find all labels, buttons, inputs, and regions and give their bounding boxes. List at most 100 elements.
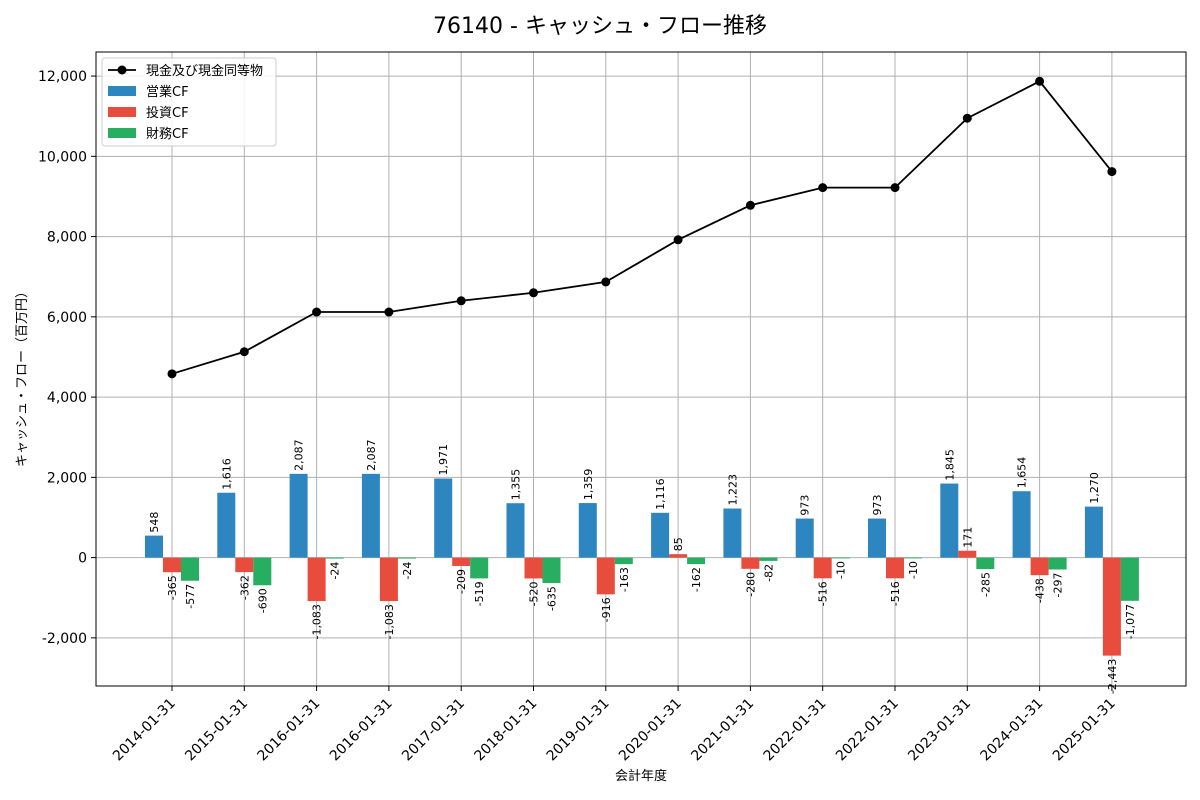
- bar-財務CF: [1120, 557, 1139, 601]
- line-point: [239, 347, 249, 357]
- bar-営業CF: [723, 508, 742, 558]
- x-tick-label: 2017-01-31: [399, 696, 468, 765]
- x-tick-label: 2015-01-31: [182, 696, 251, 765]
- data-label: -516: [889, 581, 902, 606]
- bar-投資CF: [1030, 557, 1049, 576]
- data-label: 973: [871, 495, 884, 516]
- data-label: 548: [148, 512, 161, 533]
- legend-bar-swatch: [108, 86, 136, 96]
- data-label: -1,083: [311, 604, 324, 639]
- bar-営業CF: [651, 512, 670, 558]
- x-tick-label: 2021-01-31: [688, 696, 757, 765]
- data-label: -690: [256, 588, 269, 613]
- y-axis: -2,000 0 2,000 4,000 6,000 8,000 10,000 12,000: [38, 69, 96, 647]
- data-label: 171: [961, 527, 974, 548]
- data-label: -1,083: [383, 604, 396, 639]
- legend-box: [101, 57, 277, 147]
- data-label: -297: [1052, 573, 1065, 598]
- line-point: [890, 183, 900, 193]
- bar-財務CF: [253, 557, 272, 586]
- x-tick-label: 2022-01-31: [833, 696, 902, 765]
- x-tick-label: 2023-01-31: [905, 696, 974, 765]
- bar-投資CF: [379, 557, 398, 602]
- data-label: -24: [329, 562, 342, 580]
- x-tick-label: 2014-01-31: [110, 696, 179, 765]
- data-label: -520: [528, 581, 541, 606]
- bar-営業CF: [361, 473, 380, 558]
- y-tick-label: 4,000: [47, 390, 87, 406]
- bar-投資CF: [235, 557, 254, 573]
- data-label: 1,654: [1016, 457, 1029, 489]
- y-tick-label: 6,000: [47, 310, 87, 326]
- line-point: [818, 183, 828, 193]
- data-label: -163: [618, 567, 631, 592]
- bar-財務CF: [904, 557, 922, 559]
- bar-財務CF: [1048, 557, 1067, 570]
- line-point: [601, 277, 611, 287]
- x-tick-label: 2025-01-31: [1050, 696, 1119, 765]
- line-point: [1107, 167, 1117, 177]
- data-label: 1,845: [943, 449, 956, 481]
- legend-bar-swatch: [108, 107, 136, 117]
- data-label: 973: [799, 495, 812, 516]
- line-point: [312, 307, 322, 317]
- x-tick-label: 2018-01-31: [471, 696, 540, 765]
- line-point: [962, 113, 972, 123]
- data-label: 1,223: [726, 474, 739, 506]
- bar-財務CF: [542, 557, 561, 584]
- data-label: -10: [907, 561, 920, 579]
- legend-label: 投資CF: [146, 105, 189, 121]
- bar-営業CF: [940, 483, 959, 558]
- bar-営業CF: [217, 492, 236, 558]
- line-point: [745, 200, 755, 210]
- bar-営業CF: [145, 535, 163, 558]
- legend-marker: [117, 65, 127, 75]
- data-label: -577: [184, 584, 197, 609]
- bar-営業CF: [1012, 491, 1031, 558]
- data-label: 1,116: [654, 478, 667, 510]
- data-label: 85: [672, 537, 685, 551]
- legend-label: 現金及び現金同等物: [146, 63, 263, 79]
- data-label: -916: [600, 597, 613, 622]
- data-label: -519: [473, 581, 486, 606]
- data-label: 1,971: [437, 444, 450, 476]
- data-label: 2,087: [365, 439, 378, 471]
- data-label: 1,355: [510, 469, 523, 501]
- chart-title: 76140 - キャッシュ・フロー推移: [433, 14, 767, 39]
- data-label: -162: [690, 567, 703, 592]
- bar-投資CF: [958, 550, 977, 558]
- y-tick-label: 10,000: [38, 149, 87, 165]
- bar-投資CF: [886, 557, 904, 579]
- x-tick-label: 2016-01-31: [327, 696, 396, 765]
- line-layer: [167, 76, 1117, 379]
- bar-財務CF: [976, 557, 995, 570]
- bar-財務CF: [181, 557, 199, 581]
- bar-投資CF: [1102, 557, 1121, 656]
- data-labels-layer: 548 1,616 2,087 2,087 1,971 1,355 1,359 1,116 1,…: [148, 439, 1137, 694]
- bar-財務CF: [470, 557, 489, 579]
- data-label: -82: [762, 564, 775, 582]
- bar-投資CF: [163, 557, 181, 573]
- legend-bar-swatch: [108, 128, 136, 138]
- data-label: -209: [455, 569, 468, 594]
- bar-営業CF: [289, 473, 308, 558]
- data-label: -10: [835, 561, 848, 579]
- legend-label: 営業CF: [146, 84, 189, 100]
- data-label: -516: [817, 581, 830, 606]
- x-axis-label: 会計年度: [615, 768, 667, 784]
- x-tick-label: 2022-01-31: [761, 696, 830, 765]
- x-tick-label: 2020-01-31: [616, 696, 685, 765]
- bar-営業CF: [795, 518, 814, 558]
- data-label: -285: [979, 572, 992, 597]
- bar-財務CF: [397, 557, 416, 559]
- bar-投資CF: [813, 557, 832, 579]
- data-label: 2,087: [293, 439, 306, 471]
- line-point: [384, 307, 394, 317]
- line-point: [673, 235, 683, 245]
- bar-営業CF: [868, 518, 886, 558]
- data-label: -280: [744, 572, 757, 597]
- bar-財務CF: [614, 557, 633, 565]
